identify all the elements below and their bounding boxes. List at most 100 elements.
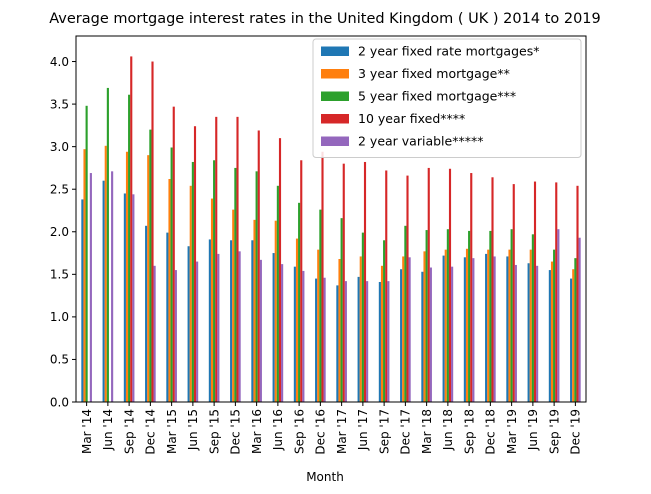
bar-4-24 — [576, 185, 579, 402]
bar-1-22 — [527, 263, 530, 402]
bar-4-22 — [533, 181, 537, 402]
bar-3-5 — [170, 147, 173, 402]
bar-1-21 — [506, 256, 509, 402]
bar-5-1 — [89, 173, 92, 402]
bar-4-12 — [321, 151, 324, 402]
legend-swatch — [321, 91, 349, 101]
bar-1-2 — [102, 180, 105, 402]
bar-1-9 — [251, 240, 254, 402]
x-tick-label: Dec '15 — [229, 409, 243, 455]
y-tick-label: 3.5 — [50, 97, 69, 111]
bar-3-14 — [361, 232, 364, 402]
bar-5-9 — [259, 259, 262, 402]
legend: 2 year fixed rate mortgages* 3 year fixed… — [312, 38, 582, 158]
bar-5-10 — [281, 264, 284, 402]
bar-5-20 — [493, 256, 496, 402]
bar-3-21 — [510, 229, 513, 402]
bar-2-23 — [550, 261, 554, 402]
bar-3-7 — [213, 160, 216, 402]
bar-3-10 — [276, 185, 279, 402]
bar-5-24 — [578, 237, 581, 402]
y-tick-label: 1.0 — [50, 310, 69, 324]
x-tick-label: Sep '14 — [122, 409, 136, 454]
bar-1-19 — [463, 257, 466, 402]
bar-2-12 — [317, 249, 320, 402]
bar-3-3 — [128, 94, 131, 402]
bar-1-18 — [442, 255, 445, 402]
bar-5-2 — [111, 171, 114, 402]
bar-4-13 — [342, 163, 345, 402]
y-tick-label: 2.0 — [50, 225, 69, 239]
bar-4-14 — [363, 161, 367, 402]
bar-4-6 — [193, 126, 197, 402]
bar-2-17 — [423, 251, 426, 402]
bar-4-18 — [448, 168, 452, 402]
legend-swatch — [321, 114, 349, 124]
bar-1-23 — [548, 270, 551, 402]
legend-swatch — [321, 69, 349, 79]
bar-5-6 — [196, 261, 199, 402]
bar-4-7 — [215, 116, 218, 403]
bar-5-11 — [302, 270, 305, 402]
bar-2-8 — [232, 209, 235, 402]
bar-3-9 — [255, 171, 258, 402]
x-tick-label: Jun '18 — [441, 409, 455, 451]
bar-5-12 — [323, 277, 326, 402]
bar-3-20 — [489, 230, 492, 402]
x-tick-label: Dec '14 — [144, 409, 158, 455]
bar-5-14 — [366, 281, 369, 402]
bar-4-9 — [257, 130, 260, 403]
x-tick-label: Sep '18 — [462, 409, 476, 454]
bar-4-19 — [470, 173, 473, 402]
bar-2-20 — [487, 249, 490, 402]
x-tick-label: Sep '15 — [207, 409, 221, 454]
bar-4-4 — [151, 61, 154, 402]
bar-2-5 — [168, 179, 171, 402]
bar-1-17 — [421, 271, 424, 402]
bar-1-12 — [315, 278, 318, 402]
bar-3-1 — [85, 105, 88, 403]
bar-1-14 — [357, 276, 360, 402]
bar-5-15 — [387, 281, 390, 402]
bar-3-15 — [383, 240, 386, 402]
chart-title: Average mortgage interest rates in the U… — [49, 11, 601, 27]
legend-label: 2 year variable***** — [358, 134, 483, 149]
x-axis: Mar '14 Jun '14 Sep '14 Dec '14 Mar '15 Jun '… — [80, 402, 583, 455]
bar-5-5 — [174, 270, 177, 402]
bar-4-17 — [427, 167, 430, 402]
bar-2-15 — [380, 265, 384, 402]
bar-3-24 — [574, 258, 577, 402]
bar-3-6 — [191, 161, 194, 402]
bar-1-11 — [293, 266, 296, 402]
bar-1-7 — [208, 239, 211, 402]
x-tick-label: Dec '18 — [484, 409, 498, 455]
bar-2-22 — [529, 249, 532, 402]
y-tick-label: 3.0 — [50, 140, 69, 154]
bar-1-8 — [230, 240, 233, 402]
bar-4-23 — [555, 182, 558, 402]
x-tick-label: Dec '16 — [314, 409, 328, 455]
x-tick-label: Sep '16 — [292, 409, 306, 454]
bar-5-13 — [344, 281, 347, 402]
y-axis: 0.0 0.5 1.0 1.5 2.0 2.5 3.0 3.5 4.0 — [50, 55, 76, 409]
legend-swatch — [321, 46, 349, 56]
x-tick-label: Mar '17 — [335, 409, 349, 454]
bar-1-13 — [336, 285, 339, 402]
bar-2-3 — [125, 151, 129, 402]
legend-label: 10 year fixed**** — [358, 111, 465, 126]
x-tick-label: Jun '16 — [271, 409, 285, 451]
bar-2-9 — [253, 219, 256, 402]
bar-1-16 — [400, 269, 403, 402]
bar-2-19 — [465, 248, 469, 402]
bar-5-8 — [238, 251, 241, 402]
plot-frame — [75, 35, 587, 403]
bar-3-23 — [553, 249, 556, 402]
bar-3-8 — [234, 167, 237, 402]
x-tick-label: Jun '14 — [101, 409, 115, 451]
x-tick-label: Dec '17 — [399, 409, 413, 455]
x-tick-label: Jun '17 — [356, 409, 370, 451]
bar-5-21 — [514, 264, 517, 402]
bar-3-18 — [446, 229, 449, 402]
bar-5-22 — [536, 265, 539, 402]
bar-3-13 — [340, 218, 343, 402]
